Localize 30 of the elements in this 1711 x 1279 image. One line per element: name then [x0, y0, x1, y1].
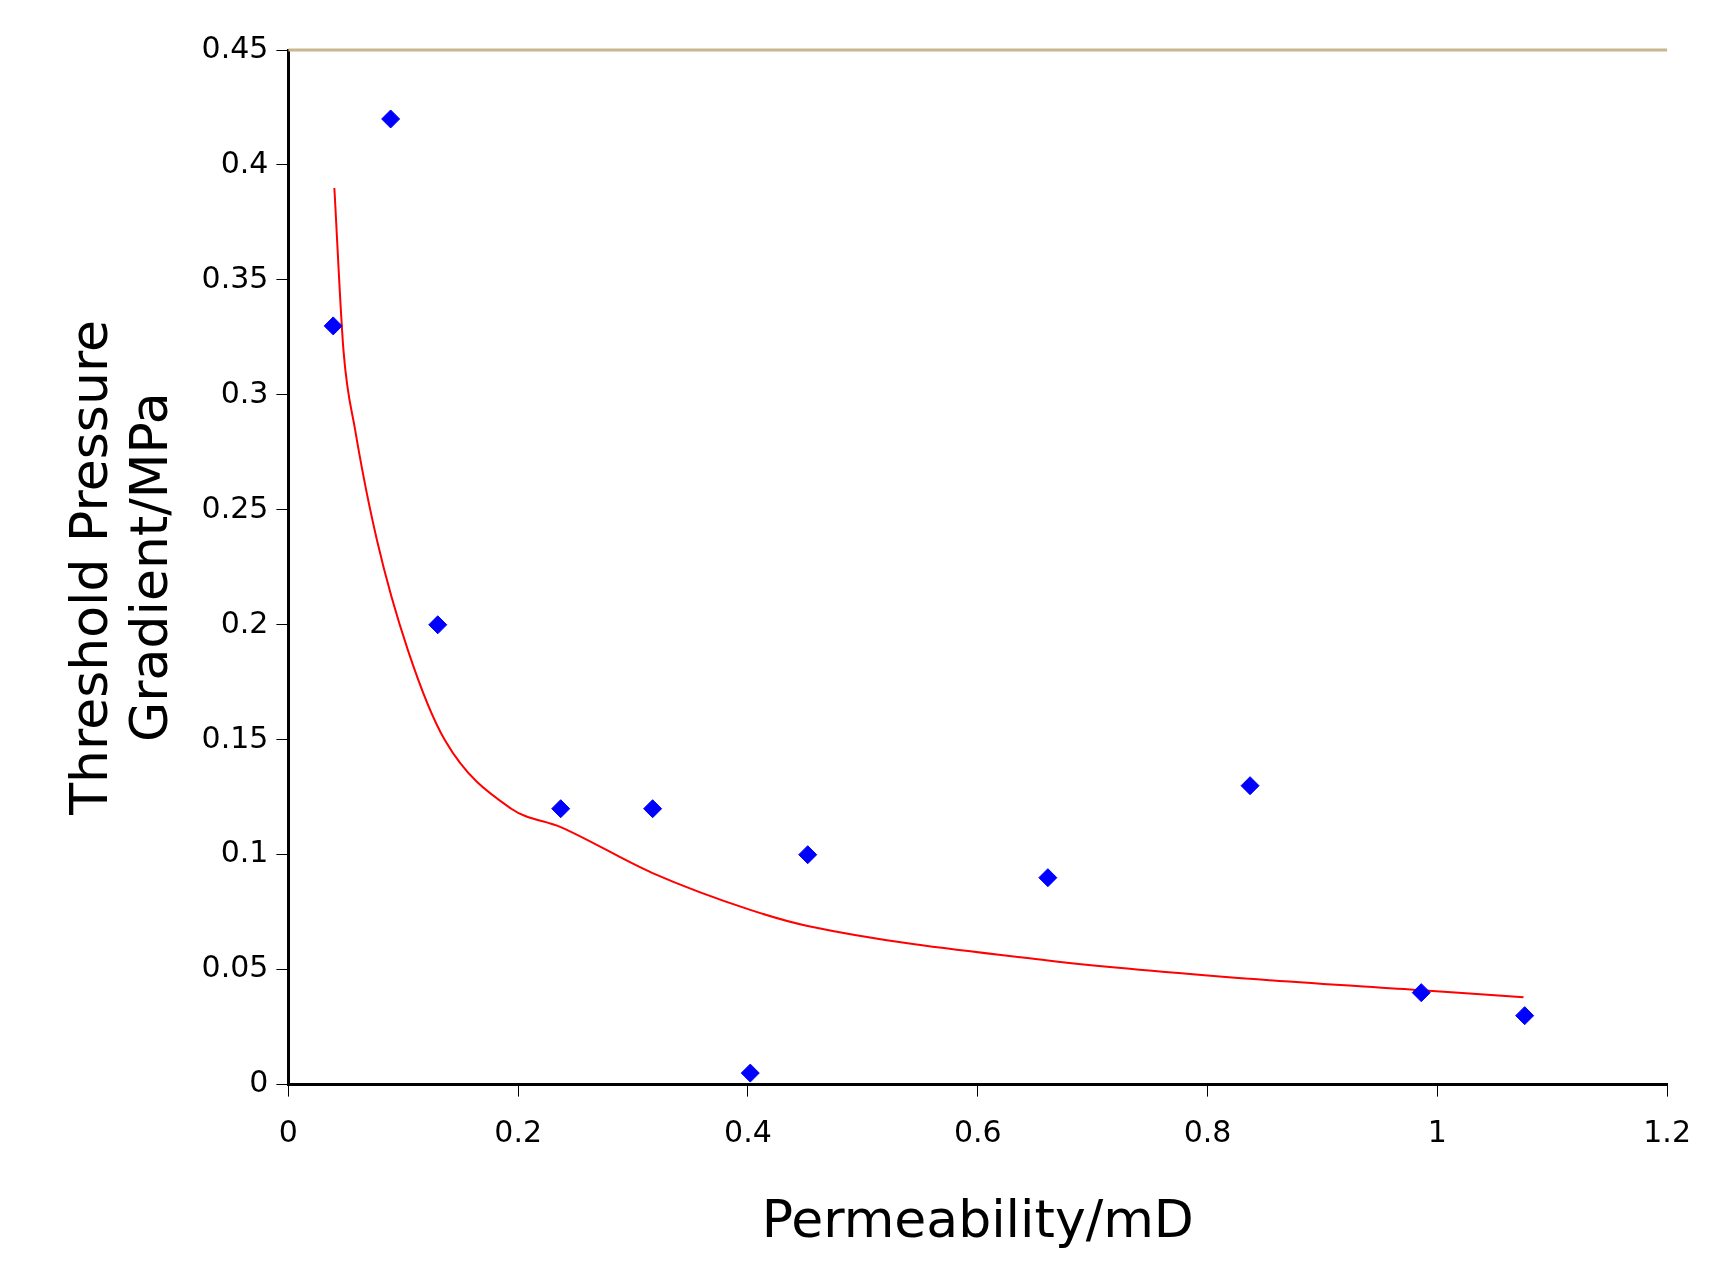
x-tick-label: 0.4 [724, 1114, 772, 1150]
point [551, 799, 571, 819]
point [428, 615, 448, 635]
point [1240, 776, 1260, 796]
point [323, 316, 343, 336]
y-axis-title: Threshold Pressure Gradient/MPa [59, 319, 180, 816]
y-tick-label: 0.45 [201, 29, 269, 65]
point [740, 1063, 760, 1083]
y-tick-label: 0.1 [220, 834, 269, 870]
y-tick-label: 0.15 [201, 719, 269, 755]
y-tick-label: 0.2 [220, 604, 269, 640]
point [1515, 1006, 1535, 1026]
point [1411, 983, 1431, 1003]
x-tick-label: 1 [1427, 1114, 1447, 1150]
y-tick-label: 0.3 [220, 374, 269, 410]
y-tick-label: 0.25 [201, 489, 269, 525]
point [798, 845, 818, 865]
x-tick-label: 0.8 [1183, 1114, 1232, 1150]
y-tick-label: 0.05 [201, 949, 269, 985]
y-tick-label: 0 [249, 1064, 269, 1100]
x-tick-label: 0 [278, 1114, 298, 1150]
x-tick-label: 0.6 [953, 1114, 1002, 1150]
x-tick-label: 0.2 [494, 1114, 543, 1150]
point [643, 799, 663, 819]
y-tick-label: 0.35 [201, 259, 269, 295]
x-axis-title: Permeability/mD [761, 1189, 1194, 1250]
y-tick-label: 0.4 [220, 144, 269, 180]
point [381, 109, 401, 129]
x-tick-label: 1.2 [1643, 1114, 1691, 1150]
point [1038, 868, 1058, 888]
